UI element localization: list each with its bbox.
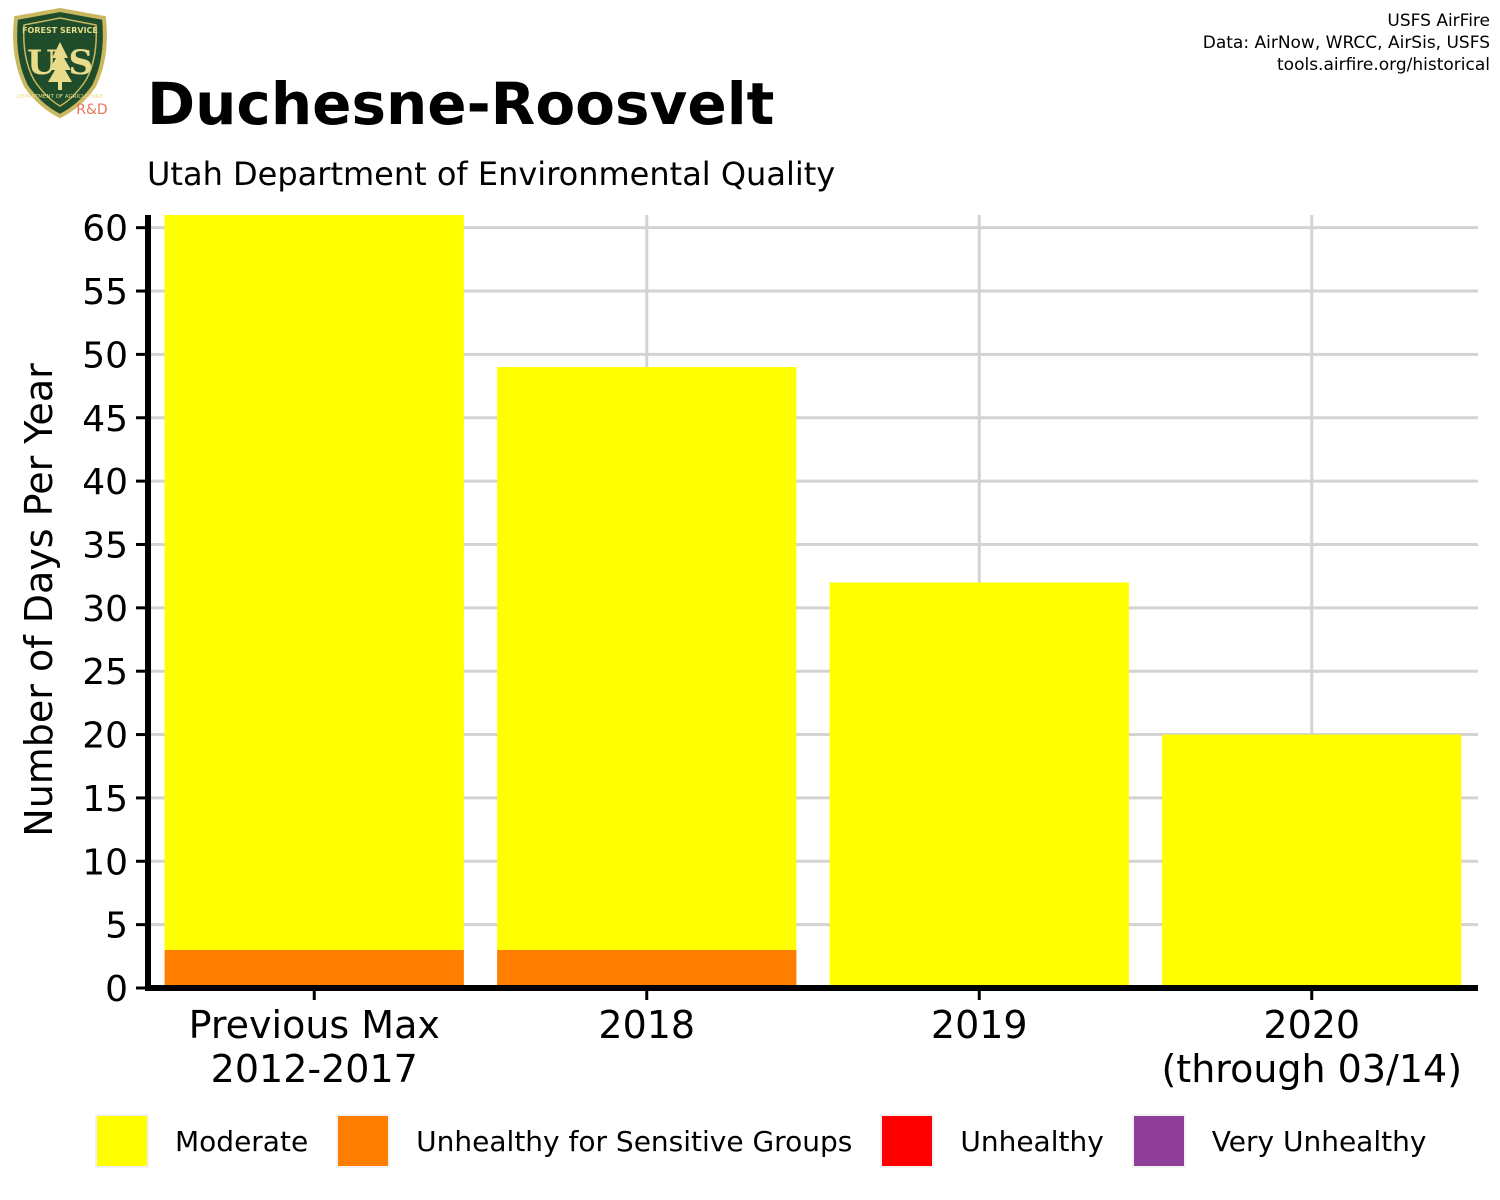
x-tick-label: 2018 [598,1003,695,1047]
bar-chart: 0 5 10 15 20 25 30 35 40 45 50 55 60 Previous Max2012… [17,209,1478,1091]
x-tick-label: Previous Max [189,1003,440,1047]
logo-text-bottom: DEPARTMENT OF AGRICULTURE [17,94,104,100]
y-tick-label: 35 [82,525,128,566]
y-axis-label: Number of Days Per Year [17,363,61,837]
legend-item: Unhealthy for Sensitive Groups [336,1114,852,1168]
legend-swatch [1131,1114,1186,1168]
x-tick-label: 2020 [1263,1003,1360,1047]
forest-service-shield-logo: FOREST SERVICE U S DEPARTMENT OF AGRICUL… [13,8,108,119]
legend-swatch [95,1114,149,1168]
legend-item: Unhealthy [880,1114,1104,1168]
y-tick-label: 25 [82,652,128,693]
axis-layer: 0 5 10 15 20 25 30 35 40 45 50 55 60 Previous Max2012… [82,209,1478,1091]
credit-line: tools.airfire.org/historical [1277,55,1490,75]
legend-label: Unhealthy for Sensitive Groups [416,1124,853,1158]
bar-moderate [164,215,464,950]
y-tick-label: 30 [82,589,128,630]
bar-moderate [1162,734,1462,988]
bars-layer [164,215,1462,988]
legend-label: Unhealthy [960,1124,1104,1158]
legend-label: Moderate [175,1124,309,1158]
bar-unhealthy-for-sensitive-groups [497,949,797,988]
credit-line: Data: AirNow, WRCC, AirSis, USFS [1202,33,1490,53]
y-tick-label: 15 [82,779,128,820]
y-tick-label: 60 [82,209,128,250]
x-tick-label: 2019 [931,1003,1028,1047]
y-tick-label: 0 [105,969,128,1010]
x-tick-label: (through 03/14) [1161,1047,1462,1091]
y-tick-label: 45 [82,399,128,440]
y-tick-label: 40 [82,462,128,503]
legend-item: Very Unhealthy [1131,1114,1427,1168]
y-tick-label: 10 [82,842,128,883]
chart-title: Duchesne-Roosvelt [147,70,775,138]
bar-moderate [829,582,1129,988]
legend-item: Moderate [95,1114,308,1168]
legend-swatch [880,1114,935,1168]
chart-subtitle: Utah Department of Environmental Quality [147,155,836,193]
legend-swatch [336,1114,391,1168]
y-tick-label: 55 [82,272,128,313]
bar-moderate [497,367,797,950]
y-tick-label: 20 [82,716,128,757]
y-tick-label: 5 [105,906,128,947]
logo-rd: R&D [76,102,107,118]
credit-line: USFS AirFire [1387,11,1490,31]
legend-label: Very Unhealthy [1211,1124,1427,1158]
legend: Moderate Unhealthy for Sensitive Groups Un… [95,1112,1454,1170]
credits-block: USFS AirFire Data: AirNow, WRCC, AirSis,… [1203,10,1490,76]
y-tick-label: 50 [82,335,128,376]
logo-text-top: FOREST SERVICE [22,26,98,35]
bar-unhealthy-for-sensitive-groups [164,949,464,988]
x-tick-label: 2012-2017 [211,1047,418,1091]
